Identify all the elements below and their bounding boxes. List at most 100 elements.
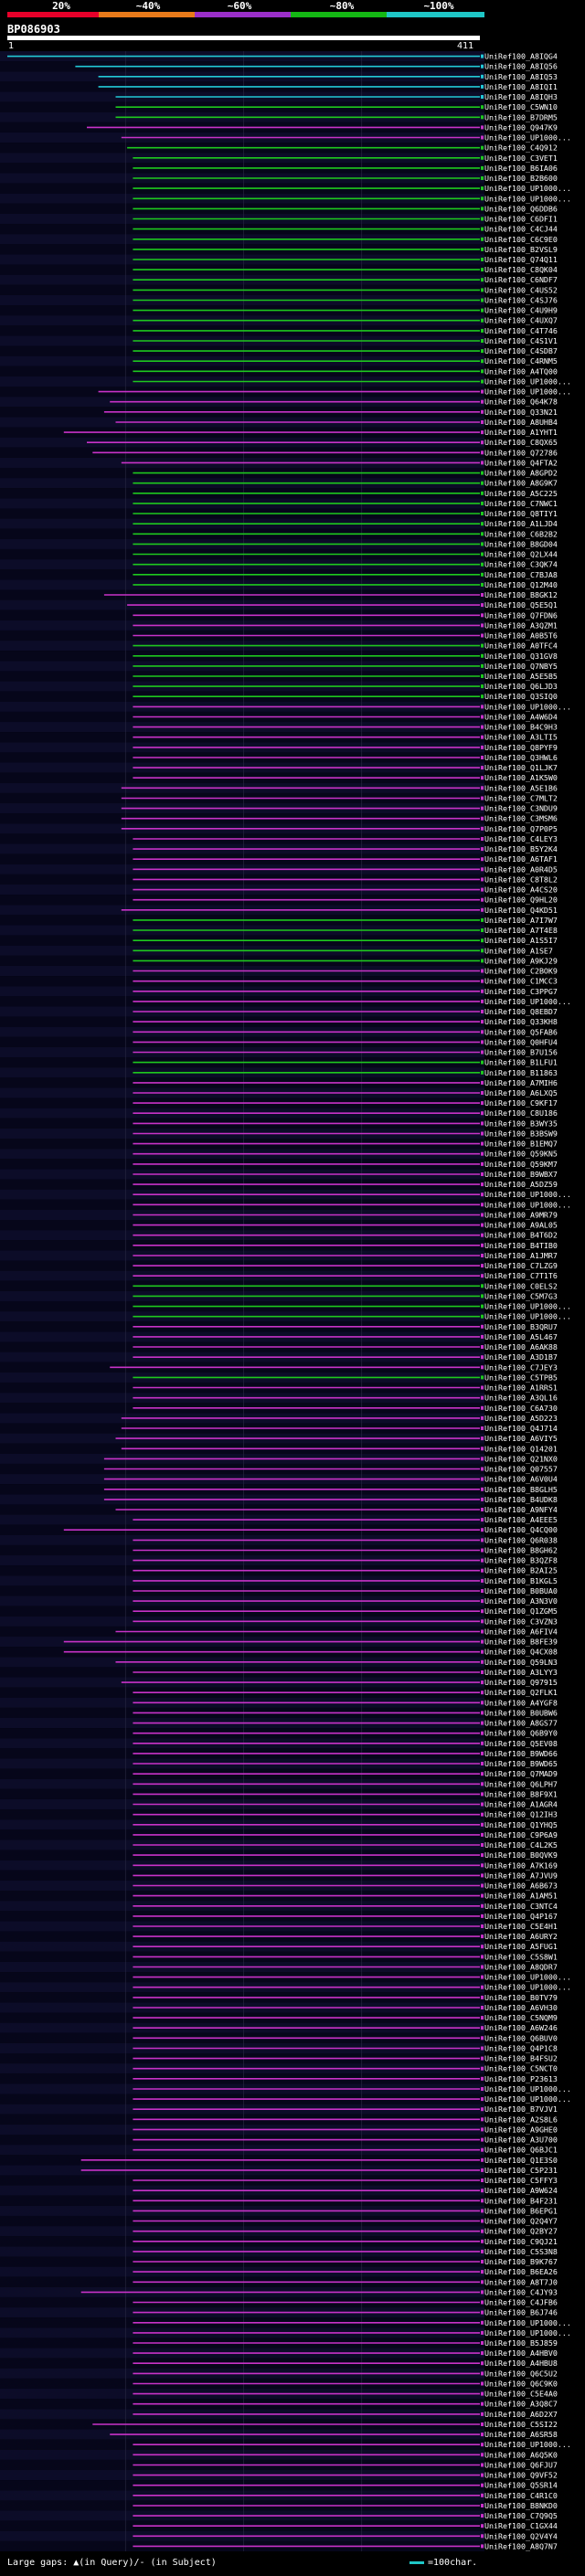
hit-row[interactable]: UniRef100_C5S3N8	[133, 2247, 558, 2256]
hit-label[interactable]: UniRef100_Q1ZGM5	[484, 1606, 558, 1616]
hit-row[interactable]: UniRef100_C7Q9Q5	[133, 2511, 558, 2520]
hit-label[interactable]: UniRef100_A5DZ59	[484, 1180, 558, 1189]
hit-label[interactable]: UniRef100_Q7MAD9	[484, 1769, 558, 1778]
hit-label[interactable]: UniRef100_B3QRU7	[484, 1322, 558, 1331]
hit-row[interactable]: UniRef100_UP1000...	[121, 133, 571, 143]
hit-row[interactable]: UniRef100_B3WY35	[133, 1118, 558, 1128]
hit-label[interactable]: UniRef100_B0TV79	[484, 1993, 558, 2002]
hit-label[interactable]: UniRef100_P23613	[484, 2074, 558, 2083]
hit-label[interactable]: UniRef100_A4TQ00	[484, 366, 558, 376]
hit-label[interactable]: UniRef100_A6FIV4	[484, 1627, 558, 1637]
hit-label[interactable]: UniRef100_C5M7G3	[484, 1291, 558, 1300]
hit-row[interactable]: UniRef100_Q4KD51	[121, 906, 558, 915]
hit-row[interactable]: UniRef100_C3QK74	[133, 560, 558, 569]
hit-label[interactable]: UniRef100_Q7P0P5	[484, 824, 558, 833]
hit-label[interactable]: UniRef100_C4SJ76	[484, 296, 558, 305]
hit-label[interactable]: UniRef100_B3QZF8	[484, 1556, 558, 1565]
hit-row[interactable]: UniRef100_B6J746	[133, 2308, 558, 2317]
hit-row[interactable]: UniRef100_Q21NX0	[103, 1454, 558, 1463]
hit-row[interactable]: UniRef100_A0TFC4	[133, 641, 558, 651]
hit-label[interactable]: UniRef100_C6NDF7	[484, 275, 558, 284]
hit-label[interactable]: UniRef100_C6C9E0	[484, 235, 558, 244]
hit-row[interactable]: UniRef100_A8IQ56	[75, 62, 558, 71]
hit-row[interactable]: UniRef100_B2VSL9	[133, 245, 558, 254]
hit-row[interactable]: UniRef100_UP1000...	[133, 997, 571, 1006]
hit-row[interactable]: UniRef100_A6FIV4	[115, 1627, 558, 1637]
hit-label[interactable]: UniRef100_B1LFU1	[484, 1058, 558, 1067]
hit-row[interactable]: UniRef100_A9MR79	[133, 1211, 558, 1220]
hit-label[interactable]: UniRef100_A1S5I7	[484, 936, 558, 945]
hit-row[interactable]: UniRef100_C7MLT2	[121, 794, 558, 803]
hit-row[interactable]: UniRef100_C4SJ76	[133, 296, 558, 305]
hit-label[interactable]: UniRef100_C3VET1	[484, 154, 558, 163]
hit-label[interactable]: UniRef100_A5E1B6	[484, 783, 558, 792]
hit-row[interactable]: UniRef100_B8FE39	[63, 1638, 558, 1647]
hit-row[interactable]: UniRef100_A6VH30	[133, 2003, 558, 2012]
hit-row[interactable]: UniRef100_A0R4D5	[133, 864, 558, 874]
hit-row[interactable]: UniRef100_Q5FAB6	[133, 1027, 558, 1036]
hit-row[interactable]: UniRef100_B6EPG1	[133, 2206, 558, 2215]
hit-row[interactable]: UniRef100_C4R1C0	[133, 2491, 558, 2500]
hit-row[interactable]: UniRef100_A3N3V0	[133, 1596, 558, 1606]
hit-row[interactable]: UniRef100_C4L2K5	[133, 1840, 558, 1850]
hit-row[interactable]: UniRef100_C7T1T6	[133, 1271, 558, 1280]
hit-label[interactable]: UniRef100_A5FUG1	[484, 1942, 558, 1951]
hit-label[interactable]: UniRef100_A3D1B7	[484, 1352, 558, 1362]
hit-label[interactable]: UniRef100_C4LEY3	[484, 834, 558, 843]
hit-label[interactable]: UniRef100_B1EMQ7	[484, 1140, 558, 1149]
hit-row[interactable]: UniRef100_Q74Q11	[133, 255, 558, 264]
hit-row[interactable]: UniRef100_A6B673	[133, 1882, 558, 1891]
hit-row[interactable]: UniRef100_A1SE7	[133, 946, 553, 955]
hit-label[interactable]: UniRef100_B4UDK8	[484, 1495, 558, 1504]
hit-row[interactable]: UniRef100_C8QX65	[87, 438, 558, 447]
hit-row[interactable]: UniRef100_Q14201	[121, 1444, 558, 1453]
hit-row[interactable]: UniRef100_A8GPD2	[133, 469, 558, 478]
hit-label[interactable]: UniRef100_UP1000...	[484, 1190, 571, 1199]
hit-label[interactable]: UniRef100_Q59KN5	[484, 1150, 558, 1159]
hit-row[interactable]: UniRef100_C4UXQ7	[133, 316, 558, 325]
hit-row[interactable]: UniRef100_A9W624	[133, 2186, 558, 2195]
hit-row[interactable]: UniRef100_B8GH62	[133, 1546, 558, 1555]
hit-label[interactable]: UniRef100_A3LTI5	[484, 733, 558, 742]
hit-label[interactable]: UniRef100_Q74Q11	[484, 255, 558, 264]
hit-row[interactable]: UniRef100_C9KF17	[133, 1098, 558, 1108]
hit-row[interactable]: UniRef100_C7BJA8	[133, 570, 558, 579]
hit-row[interactable]: UniRef100_B1LFU1	[133, 1058, 558, 1067]
hit-label[interactable]: UniRef100_A6TAF1	[484, 854, 558, 864]
hit-label[interactable]: UniRef100_C7NWC1	[484, 499, 558, 508]
hit-label[interactable]: UniRef100_A1AM51	[484, 1892, 558, 1901]
hit-row[interactable]: UniRef100_C5NCT0	[133, 2064, 558, 2073]
hit-row[interactable]: UniRef100_UP1000...	[133, 1983, 571, 1992]
hit-label[interactable]: UniRef100_C6A730	[484, 1404, 558, 1413]
hit-label[interactable]: UniRef100_Q5E5Q1	[484, 600, 558, 610]
hit-row[interactable]: UniRef100_B7DRM5	[115, 112, 558, 122]
hit-label[interactable]: UniRef100_C3NDU9	[484, 804, 558, 813]
hit-label[interactable]: UniRef100_A6LXQ5	[484, 1088, 558, 1097]
hit-row[interactable]: UniRef100_B1KGL5	[133, 1576, 558, 1585]
hit-label[interactable]: UniRef100_A7JVU9	[484, 1871, 558, 1880]
hit-row[interactable]: UniRef100_A3LYY3	[133, 1668, 558, 1677]
hit-row[interactable]: UniRef100_C5E4A0	[133, 2390, 558, 2399]
hit-row[interactable]: UniRef100_A2S8L6	[133, 2115, 558, 2124]
hit-row[interactable]: UniRef100_A8UHB4	[115, 418, 558, 427]
hit-label[interactable]: UniRef100_Q6BUV0	[484, 2033, 558, 2042]
hit-row[interactable]: UniRef100_C1GX44	[133, 2521, 558, 2530]
hit-row[interactable]: UniRef100_Q31GV8	[133, 652, 558, 661]
hit-row[interactable]: UniRef100_B4FSU2	[133, 2054, 558, 2063]
hit-row[interactable]: UniRef100_C4Q912	[127, 143, 558, 153]
hit-label[interactable]: UniRef100_A1AGR4	[484, 1800, 558, 1809]
hit-row[interactable]: UniRef100_Q3HWL6	[133, 753, 558, 762]
hit-label[interactable]: UniRef100_Q3HWL6	[484, 753, 558, 762]
hit-row[interactable]: UniRef100_A1AM51	[133, 1892, 558, 1901]
hit-label[interactable]: UniRef100_C3PPG7	[484, 987, 558, 996]
hit-row[interactable]: UniRef100_C4U9H9	[133, 306, 558, 315]
hit-label[interactable]: UniRef100_A0B5T6	[484, 631, 558, 641]
hit-label[interactable]: UniRef100_A4CS20	[484, 885, 558, 895]
hit-label[interactable]: UniRef100_C9KF17	[484, 1098, 558, 1108]
hit-label[interactable]: UniRef100_A1LJD4	[484, 519, 558, 528]
hit-label[interactable]: UniRef100_C4SDB7	[484, 346, 558, 355]
hit-row[interactable]: UniRef100_Q2LX44	[133, 550, 558, 559]
hit-row[interactable]: UniRef100_C6A730	[133, 1404, 558, 1413]
hit-label[interactable]: UniRef100_Q1YHQ5	[484, 1820, 558, 1829]
hit-row[interactable]: UniRef100_Q8TIY1	[133, 509, 558, 518]
